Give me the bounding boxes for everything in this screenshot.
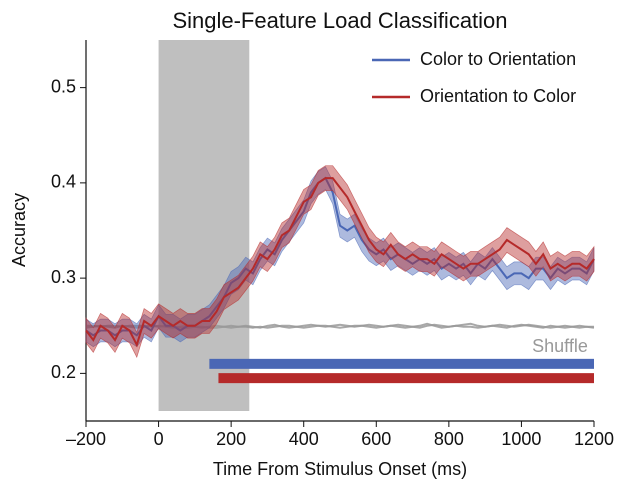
x-tick-label: 0: [154, 429, 164, 449]
y-tick-label: 0.4: [51, 172, 76, 192]
series-line: [85, 176, 595, 337]
y-axis-label: Accuracy: [9, 193, 29, 267]
x-tick-label: 400: [289, 429, 319, 449]
y-tick-label: 0.3: [51, 267, 76, 287]
x-tick-label: 200: [216, 429, 246, 449]
y-tick-label: 0.2: [51, 362, 76, 382]
significance-bar: [209, 358, 594, 369]
y-tick-label: 0.5: [51, 76, 76, 96]
error-band: [85, 165, 595, 359]
x-axis-label: Time From Stimulus Onset (ms): [213, 459, 467, 479]
stimulus-shade: [158, 40, 250, 411]
series-line: [85, 177, 595, 348]
x-tick-label: 600: [361, 429, 391, 449]
legend-label: Orientation to Color: [420, 86, 576, 106]
shuffle-label: Shuffle: [532, 336, 588, 356]
significance-bar: [218, 373, 594, 384]
chart-title: Single-Feature Load Classification: [172, 8, 507, 33]
x-tick-label: 1000: [501, 429, 541, 449]
x-tick-label: –200: [66, 429, 106, 449]
legend-label: Color to Orientation: [420, 49, 576, 69]
x-tick-label: 1200: [574, 429, 614, 449]
x-tick-label: 800: [434, 429, 464, 449]
